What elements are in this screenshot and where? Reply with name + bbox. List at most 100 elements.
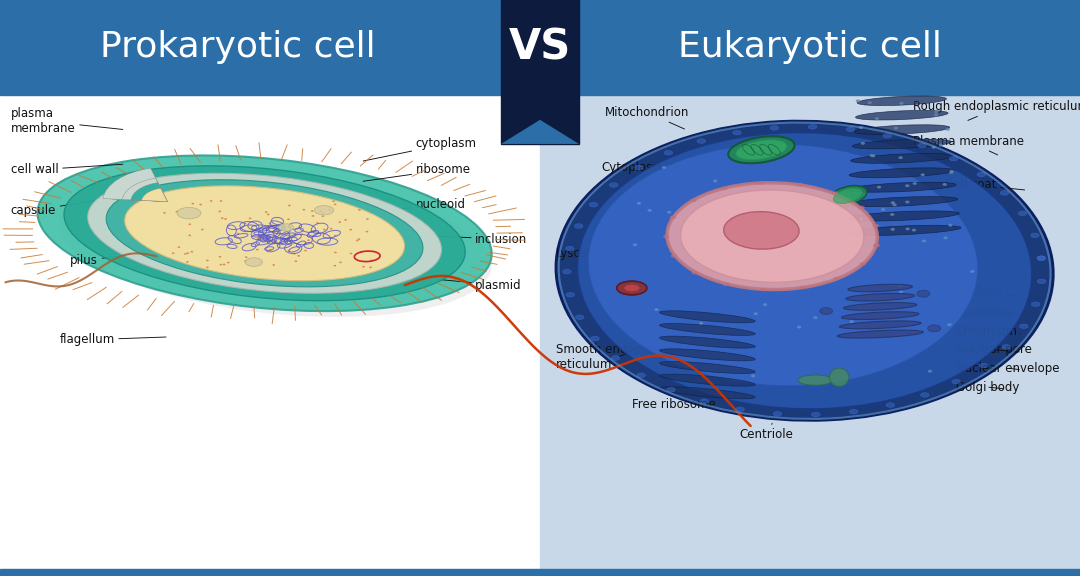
Ellipse shape: [662, 166, 666, 169]
Ellipse shape: [206, 267, 208, 268]
Ellipse shape: [237, 233, 240, 234]
Ellipse shape: [970, 270, 974, 273]
Text: ribosome: ribosome: [363, 164, 471, 181]
Ellipse shape: [845, 211, 959, 221]
Ellipse shape: [578, 132, 1031, 409]
Ellipse shape: [660, 362, 755, 373]
Ellipse shape: [566, 293, 575, 297]
Polygon shape: [501, 120, 579, 144]
Ellipse shape: [248, 218, 252, 219]
Ellipse shape: [892, 203, 896, 206]
Ellipse shape: [877, 185, 881, 188]
Ellipse shape: [939, 144, 943, 147]
Ellipse shape: [829, 368, 849, 386]
Text: Cell coat: Cell coat: [945, 178, 1025, 191]
Ellipse shape: [891, 228, 895, 231]
Ellipse shape: [949, 170, 954, 173]
Ellipse shape: [946, 128, 950, 131]
Ellipse shape: [980, 363, 988, 368]
Ellipse shape: [201, 229, 204, 230]
Ellipse shape: [700, 210, 704, 213]
Ellipse shape: [267, 214, 270, 215]
Ellipse shape: [854, 125, 949, 134]
Ellipse shape: [920, 393, 929, 397]
Text: Nucleus: Nucleus: [956, 286, 1020, 298]
Ellipse shape: [951, 380, 960, 384]
Ellipse shape: [334, 252, 337, 253]
Ellipse shape: [635, 165, 644, 170]
Text: Chromatin: Chromatin: [956, 325, 1021, 338]
Ellipse shape: [329, 228, 333, 230]
Ellipse shape: [932, 146, 936, 149]
Ellipse shape: [244, 223, 246, 225]
Ellipse shape: [690, 199, 697, 202]
Ellipse shape: [328, 209, 330, 211]
Ellipse shape: [245, 258, 262, 267]
Ellipse shape: [861, 142, 865, 145]
Ellipse shape: [654, 308, 659, 311]
Ellipse shape: [279, 223, 294, 232]
Ellipse shape: [660, 336, 755, 348]
Ellipse shape: [767, 238, 771, 241]
Ellipse shape: [288, 204, 291, 206]
Ellipse shape: [334, 203, 337, 205]
Ellipse shape: [556, 121, 1053, 420]
Text: Centriole: Centriole: [740, 423, 794, 441]
Ellipse shape: [873, 224, 879, 228]
Text: flagellum: flagellum: [59, 334, 166, 346]
Ellipse shape: [322, 213, 324, 214]
Ellipse shape: [811, 412, 820, 417]
Ellipse shape: [349, 229, 352, 230]
Bar: [540, 95, 1080, 569]
Text: nucleoid: nucleoid: [363, 198, 465, 213]
Ellipse shape: [611, 356, 620, 361]
Ellipse shape: [288, 250, 291, 252]
Ellipse shape: [735, 407, 744, 412]
Ellipse shape: [899, 285, 903, 287]
Ellipse shape: [891, 202, 895, 204]
Ellipse shape: [834, 188, 862, 203]
Ellipse shape: [258, 262, 261, 263]
Ellipse shape: [272, 264, 275, 266]
Ellipse shape: [177, 247, 180, 248]
Text: Rough endoplasmic reticulum: Rough endoplasmic reticulum: [913, 100, 1080, 120]
Ellipse shape: [1018, 211, 1027, 215]
Ellipse shape: [199, 204, 202, 206]
Ellipse shape: [187, 252, 189, 254]
Ellipse shape: [949, 171, 954, 174]
Ellipse shape: [723, 283, 729, 286]
Ellipse shape: [563, 270, 571, 274]
Wedge shape: [122, 178, 167, 202]
Ellipse shape: [874, 244, 880, 247]
Ellipse shape: [848, 284, 913, 292]
Ellipse shape: [728, 137, 795, 163]
Ellipse shape: [839, 321, 921, 329]
Ellipse shape: [370, 260, 373, 262]
Ellipse shape: [828, 185, 867, 206]
Ellipse shape: [359, 209, 361, 211]
Ellipse shape: [269, 223, 271, 225]
Ellipse shape: [256, 249, 258, 251]
Ellipse shape: [849, 410, 858, 414]
Ellipse shape: [905, 200, 909, 203]
Ellipse shape: [841, 312, 919, 320]
Ellipse shape: [663, 235, 670, 238]
Ellipse shape: [852, 139, 951, 149]
Ellipse shape: [362, 266, 365, 268]
Ellipse shape: [590, 202, 598, 207]
Ellipse shape: [849, 168, 955, 178]
Ellipse shape: [660, 311, 755, 323]
Ellipse shape: [225, 218, 227, 220]
Ellipse shape: [660, 349, 755, 361]
Ellipse shape: [188, 234, 191, 236]
Ellipse shape: [751, 374, 755, 377]
Ellipse shape: [637, 202, 642, 204]
Ellipse shape: [697, 139, 705, 143]
Ellipse shape: [944, 237, 948, 240]
Ellipse shape: [670, 215, 676, 219]
Ellipse shape: [1030, 233, 1039, 238]
Ellipse shape: [293, 253, 296, 255]
Ellipse shape: [934, 111, 939, 113]
Ellipse shape: [846, 293, 915, 301]
Ellipse shape: [647, 209, 651, 212]
